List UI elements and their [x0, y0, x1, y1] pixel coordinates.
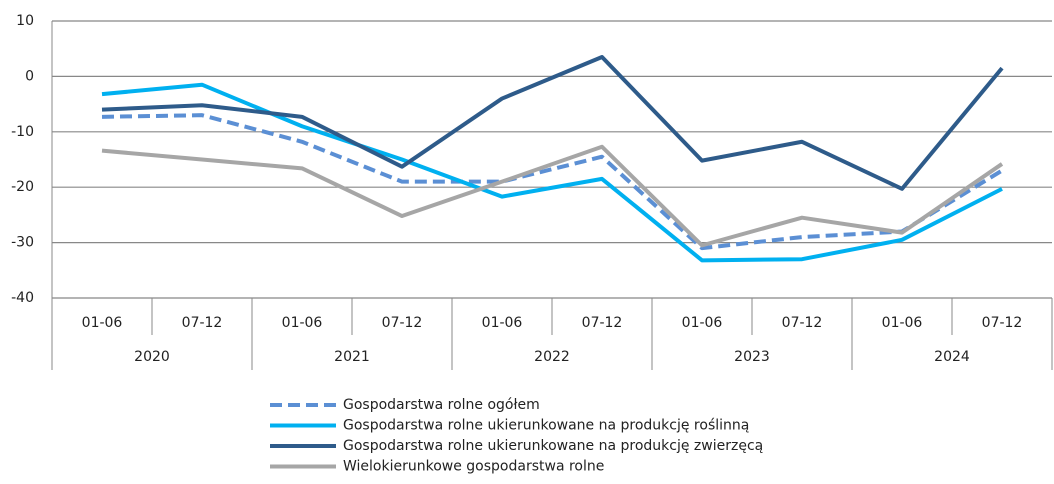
x-tick-label: 07-12: [782, 315, 823, 331]
legend-label: Gospodarstwa rolne ukierunkowane na prod…: [343, 438, 763, 454]
x-tick-label: 07-12: [182, 315, 223, 331]
x-tick-label: 01-06: [882, 315, 923, 331]
y-tick-label: 10: [16, 13, 34, 29]
x-group-label: 2021: [334, 349, 370, 365]
series-line: [101, 144, 1004, 248]
x-tick-label: 07-12: [382, 315, 423, 331]
y-tick-label: -40: [11, 290, 34, 306]
legend-label: Wielokierunkowe gospodarstwa rolne: [343, 459, 604, 475]
x-tick-label: 07-12: [582, 315, 623, 331]
series-line: [101, 82, 1003, 263]
x-tick-label: 01-06: [282, 315, 323, 331]
x-group-label: 2024: [934, 349, 970, 365]
y-tick-label: -20: [11, 179, 34, 195]
y-tick-label: -10: [11, 124, 34, 140]
legend-label: Gospodarstwa rolne ukierunkowane na prod…: [343, 418, 749, 434]
x-tick-label: 01-06: [682, 315, 723, 331]
y-tick-label: -30: [11, 235, 34, 251]
x-group-label: 2022: [534, 349, 570, 365]
x-tick-label: 01-06: [82, 315, 123, 331]
legend-label: Gospodarstwa rolne ogółem: [343, 397, 540, 413]
y-tick-label: 0: [25, 68, 34, 84]
series-line: [101, 113, 1004, 251]
series-line: [101, 55, 1004, 191]
x-tick-label: 07-12: [982, 315, 1023, 331]
x-tick-label: 01-06: [482, 315, 523, 331]
x-group-label: 2023: [734, 349, 770, 365]
x-group-label: 2020: [134, 349, 170, 365]
